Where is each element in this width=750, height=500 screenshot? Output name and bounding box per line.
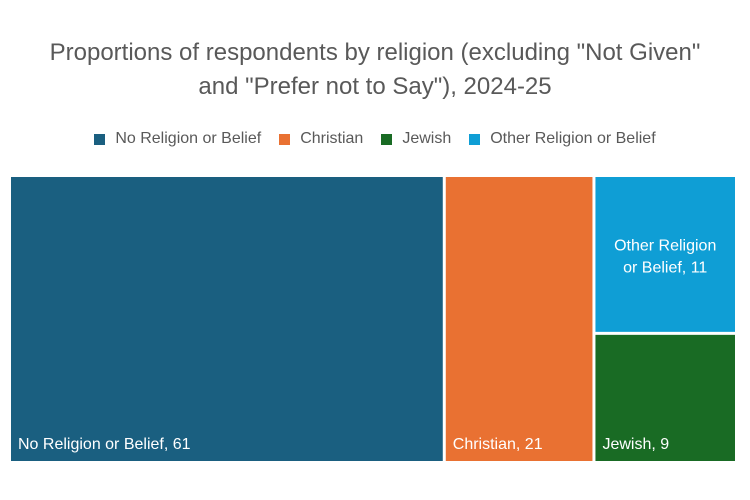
tile-label-christian: Christian, 21: [453, 436, 543, 453]
legend-swatch-jewish: [381, 133, 393, 145]
legend-label-other: Other Religion or Belief: [490, 130, 656, 147]
legend-label-jewish: Jewish: [402, 130, 452, 147]
tile-label-line: Other Religion: [614, 237, 716, 254]
chart-legend: No Religion or Belief Christian Jewish O…: [0, 130, 750, 148]
chart-title: Proportions of respondents by religion (…: [49, 39, 701, 100]
tile-jewish: [595, 334, 735, 461]
tile-christian: [445, 177, 593, 461]
legend-label-christian: Christian: [300, 130, 364, 147]
legend-swatch-other: [469, 133, 481, 145]
tile-label-no-religion: No Religion or Belief, 61: [18, 436, 191, 453]
legend-label-no-religion: No Religion or Belief: [115, 130, 262, 147]
legend-item-christian: Christian: [279, 130, 363, 148]
legend-item-other: Other Religion or Belief: [469, 130, 656, 148]
tile-label-line: or Belief, 11: [623, 259, 707, 276]
legend-item-no-religion: No Religion or Belief: [94, 130, 261, 148]
tile-label-jewish: Jewish, 9: [602, 436, 669, 453]
tile-other: [595, 177, 735, 332]
legend-swatch-no-religion: [94, 133, 106, 145]
tile-label-other: Other Religion or Belief, 11: [614, 237, 716, 276]
tile-no-religion: [11, 177, 443, 461]
legend-swatch-christian: [279, 133, 291, 145]
legend-item-jewish: Jewish: [381, 130, 451, 148]
